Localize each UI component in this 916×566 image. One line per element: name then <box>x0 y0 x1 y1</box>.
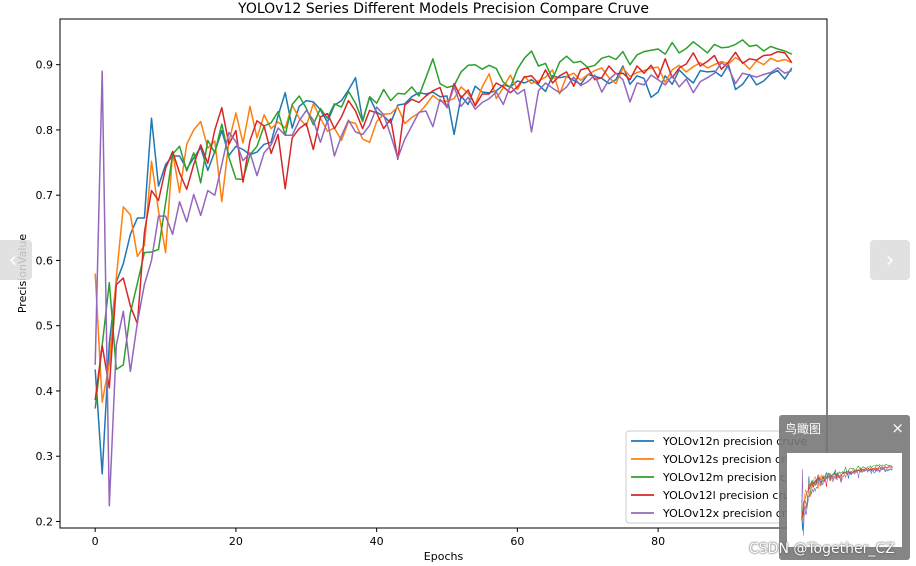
legend-label-1: YOLOv12n precision cruve <box>662 435 807 448</box>
series-line-2 <box>94 56 793 403</box>
series-line-4 <box>94 50 793 401</box>
y-tick-label: 0.6 <box>36 254 54 267</box>
x-tick-label: 20 <box>229 535 243 548</box>
x-tick-label: 80 <box>651 535 665 548</box>
y-tick-label: 0.2 <box>36 515 54 528</box>
y-tick-label: 0.5 <box>36 320 54 333</box>
next-image-button[interactable]: › <box>870 240 910 280</box>
plot-frame <box>59 18 828 529</box>
legend-label-2: YOLOv12s precision cruve <box>662 453 806 466</box>
chart-title: YOLOv12 Series Different Models Precisio… <box>237 1 649 17</box>
overview-panel[interactable]: 鸟瞰图 × <box>779 415 910 560</box>
legend-label-5: YOLOv12x precision cruve <box>662 507 807 520</box>
x-tick-label: 0 <box>92 535 99 548</box>
series-line-3 <box>94 39 793 409</box>
thumb-series-5 <box>801 467 893 536</box>
legend-label-3: YOLOv12m precision cruve <box>662 471 811 484</box>
y-tick-label: 0.8 <box>36 124 54 137</box>
y-tick-label: 0.9 <box>36 59 54 72</box>
overview-thumbnail[interactable] <box>787 453 902 547</box>
previous-image-button[interactable]: ‹ <box>0 240 32 280</box>
overview-header: 鸟瞰图 × <box>779 415 910 441</box>
thumb-series-2 <box>801 466 893 520</box>
overview-thumbnail-chart <box>801 463 893 536</box>
x-axis-label: Epochs <box>424 550 464 563</box>
chevron-right-icon: › <box>885 247 895 273</box>
y-tick-label: 0.4 <box>36 385 54 398</box>
series-line-5 <box>94 61 793 507</box>
legend-label-4: YOLOv12l precision cruve <box>662 489 803 502</box>
watermark: CSDN @Together_CZ <box>749 541 895 557</box>
x-tick-label: 60 <box>510 535 524 548</box>
y-tick-label: 0.3 <box>36 450 54 463</box>
chevron-left-icon: ‹ <box>8 247 18 273</box>
close-icon[interactable]: × <box>891 419 904 437</box>
y-tick-label: 0.7 <box>36 189 54 202</box>
thumb-series-4 <box>801 465 893 520</box>
overview-title: 鸟瞰图 <box>785 421 822 436</box>
series-line-1 <box>94 63 793 475</box>
x-tick-label: 40 <box>370 535 384 548</box>
